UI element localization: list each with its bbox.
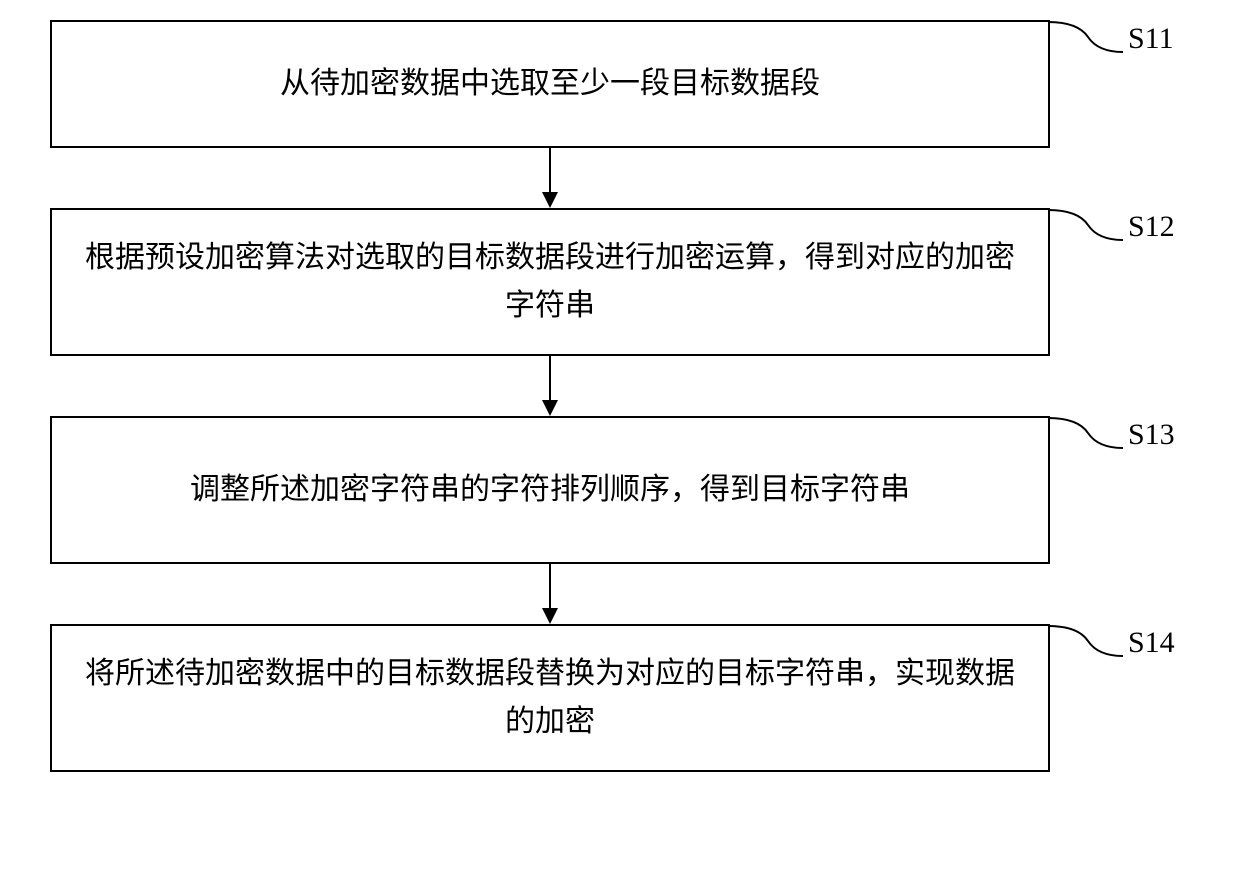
- step-label-wrap: S12: [1048, 200, 1188, 260]
- label-connector-icon: [1048, 408, 1128, 458]
- step-label: S14: [1128, 626, 1175, 660]
- label-connector-icon: [1048, 12, 1128, 62]
- flowchart-arrow: [50, 148, 1050, 208]
- step-label: S13: [1128, 418, 1175, 452]
- step-text: 从待加密数据中选取至少一段目标数据段: [280, 60, 820, 108]
- step-text: 调整所述加密字符串的字符排列顺序，得到目标字符串: [190, 466, 910, 514]
- flowchart-step-s14: 将所述待加密数据中的目标数据段替换为对应的目标字符串，实现数据的加密 S14: [50, 624, 1050, 772]
- step-label-wrap: S11: [1048, 12, 1188, 72]
- flowchart-step-s11: 从待加密数据中选取至少一段目标数据段 S11: [50, 20, 1050, 148]
- flowchart-container: 从待加密数据中选取至少一段目标数据段 S11 根据预设加密算法对选取的目标数据段…: [50, 20, 1190, 772]
- step-label-wrap: S14: [1048, 616, 1188, 676]
- label-connector-icon: [1048, 200, 1128, 250]
- flowchart-step-s12: 根据预设加密算法对选取的目标数据段进行加密运算，得到对应的加密字符串 S12: [50, 208, 1050, 356]
- flowchart-arrow: [50, 564, 1050, 624]
- step-text: 根据预设加密算法对选取的目标数据段进行加密运算，得到对应的加密字符串: [82, 234, 1018, 330]
- flowchart-arrow: [50, 356, 1050, 416]
- step-label-wrap: S13: [1048, 408, 1188, 468]
- step-label: S11: [1128, 22, 1174, 56]
- step-label: S12: [1128, 210, 1175, 244]
- step-text: 将所述待加密数据中的目标数据段替换为对应的目标字符串，实现数据的加密: [82, 650, 1018, 746]
- flowchart-step-s13: 调整所述加密字符串的字符排列顺序，得到目标字符串 S13: [50, 416, 1050, 564]
- label-connector-icon: [1048, 616, 1128, 666]
